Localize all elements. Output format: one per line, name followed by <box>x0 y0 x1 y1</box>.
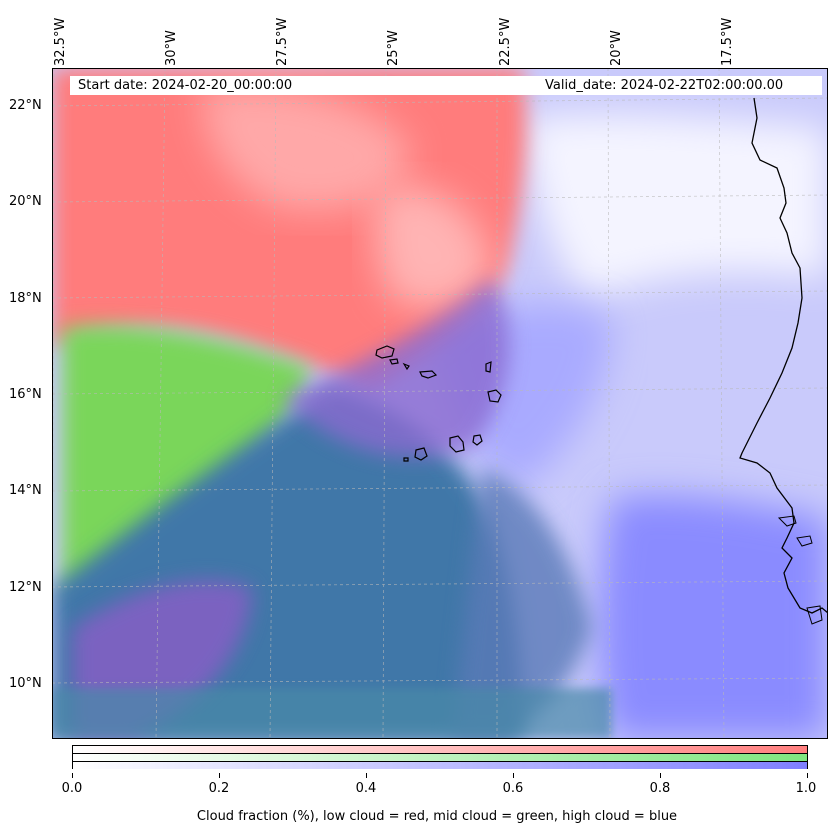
cape-verde-islands <box>375 345 502 462</box>
lon-label-30w: 30°W <box>164 30 179 66</box>
colorbar-tick <box>366 773 367 778</box>
colorbar-low-cloud <box>73 746 807 754</box>
info-bar <box>70 76 822 95</box>
mixed-cloud-bottom <box>52 688 612 739</box>
colorbar-tick <box>513 773 514 778</box>
colorbar-tick <box>219 773 220 778</box>
low-cloud-thin-patch-2 <box>375 186 492 308</box>
lon-label-20w: 20°W <box>609 30 624 66</box>
low-cloud-thin-patch <box>202 85 412 211</box>
high-cloud-southeast <box>598 495 828 739</box>
lat-label-10n: 10°N <box>9 676 42 691</box>
colorbar-tick-label: 0.2 <box>208 781 230 796</box>
clear-sky-region <box>522 113 828 298</box>
lat-label-12n: 12°N <box>9 580 42 595</box>
lon-label-22-5w: 22.5°W <box>498 17 513 66</box>
colorbar <box>72 745 808 769</box>
coast-detail-1 <box>777 515 797 527</box>
lat-label-22n: 22°N <box>9 98 42 113</box>
lat-label-20n: 20°N <box>9 194 42 209</box>
colorbar-tick-label: 0.4 <box>355 781 377 796</box>
lat-label-14n: 14°N <box>9 483 42 498</box>
africa-coastline <box>739 97 828 614</box>
colorbar-tick-label: 0.8 <box>649 781 671 796</box>
colorbar-mid-cloud <box>73 754 807 762</box>
colorbar-tick <box>660 773 661 778</box>
lon-label-32-5w: 32.5°W <box>53 17 68 66</box>
low-high-mix-band <box>282 278 510 458</box>
map-frame <box>52 68 828 739</box>
coast-detail-3 <box>806 605 823 625</box>
lon-label-17-5w: 17.5°W <box>720 17 735 66</box>
colorbar-tick-label: 0.6 <box>502 781 524 796</box>
lat-label-18n: 18°N <box>9 291 42 306</box>
colorbar-high-cloud <box>73 762 807 769</box>
colorbar-tick-label: 1.0 <box>795 781 817 796</box>
valid-date-label: Valid_date: 2024-02-22T02:00:00.00 <box>545 78 784 93</box>
start-date-label: Start date: 2024-02-20_00:00:00 <box>78 78 293 93</box>
lon-label-27-5w: 27.5°W <box>275 17 290 66</box>
cloud-fraction-map <box>52 68 828 739</box>
colorbar-tick <box>72 773 73 778</box>
coast-detail-2 <box>796 535 813 547</box>
colorbar-caption: Cloud fraction (%), low cloud = red, mid… <box>196 809 678 824</box>
colorbar-tick-label: 0.0 <box>61 781 83 796</box>
colorbar-tick <box>807 773 808 778</box>
lat-label-16n: 16°N <box>9 387 42 402</box>
lon-label-25w: 25°W <box>386 30 401 66</box>
mixed-cloud-south <box>452 468 592 739</box>
